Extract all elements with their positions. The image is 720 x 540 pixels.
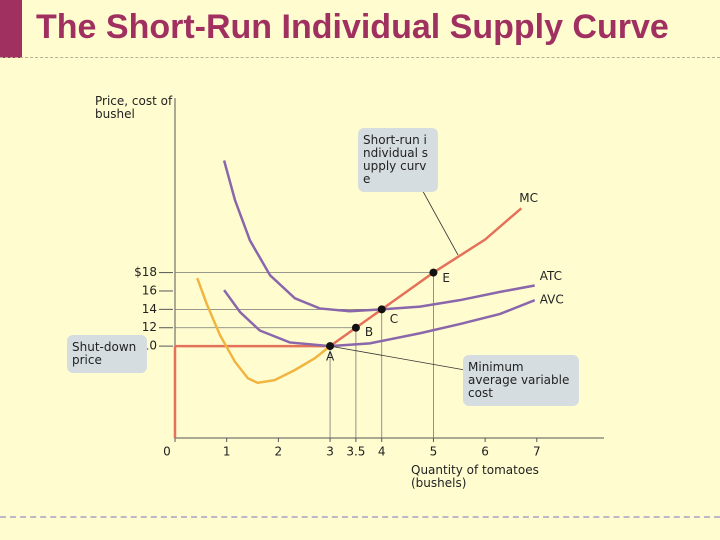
curve-label: AVC xyxy=(540,293,564,307)
y-tick-label: $18 xyxy=(134,265,157,279)
x-tick-label: 7 xyxy=(533,445,541,459)
slide-title: The Short-Run Individual Supply Curve xyxy=(36,8,669,46)
point xyxy=(429,268,438,277)
point-label: A xyxy=(326,350,335,364)
x-axis-label: Quantity of tomatoes (bushels) xyxy=(411,463,539,490)
curve xyxy=(222,160,535,313)
x-tick-label: 3.5 xyxy=(346,445,365,459)
curve xyxy=(329,207,523,348)
curve-label: ATC xyxy=(540,269,562,283)
supply-callout: Short-run individual supply curve xyxy=(358,128,438,192)
x-tick-label: 6 xyxy=(481,445,489,459)
x-tick-label: 4 xyxy=(378,445,386,459)
y-tick-label: 16 xyxy=(142,283,157,297)
point-label: E xyxy=(442,271,450,285)
bottom-rule xyxy=(0,516,720,518)
point xyxy=(377,305,386,314)
x-tick-label: 2 xyxy=(275,445,283,459)
point xyxy=(351,323,360,332)
curve xyxy=(196,277,331,385)
y-axis-label: Price, cost of bushel xyxy=(95,94,173,121)
top-rule xyxy=(0,57,720,58)
x-tick-label: 1 xyxy=(223,445,231,459)
y-tick-label: 12 xyxy=(142,320,157,334)
shutdown-callout: Shut-down price xyxy=(67,335,147,373)
min-avc-callout: Minimum average variable cost xyxy=(463,355,579,406)
callout-connector xyxy=(419,185,459,256)
point-label: B xyxy=(365,325,373,339)
callout-connector xyxy=(329,345,466,371)
x-tick-label: 3 xyxy=(326,445,334,459)
x-tick-label: 5 xyxy=(430,445,438,459)
curve-label: MC xyxy=(519,191,538,205)
curve xyxy=(223,289,536,348)
point-label: C xyxy=(390,312,398,326)
x-tick-label: 0 xyxy=(163,445,171,459)
point xyxy=(326,342,335,351)
y-tick-label: 14 xyxy=(142,302,157,316)
corner-stripe xyxy=(0,0,22,58)
